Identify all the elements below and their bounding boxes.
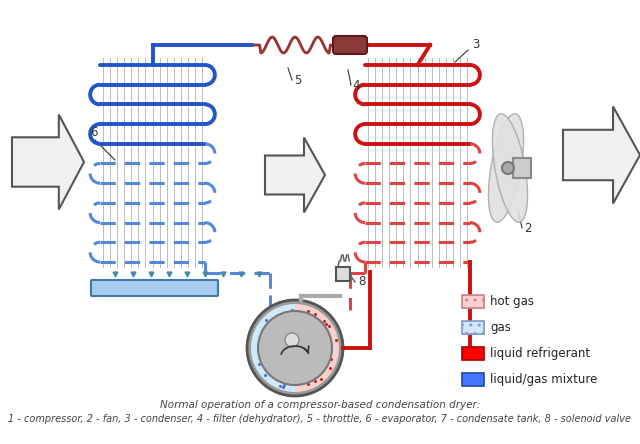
Text: liquid/gas mixture: liquid/gas mixture — [490, 373, 597, 386]
Polygon shape — [265, 138, 325, 213]
Bar — [462, 321, 484, 334]
Polygon shape — [563, 107, 640, 203]
Bar — [513, 158, 531, 178]
Bar — [462, 373, 484, 386]
Wedge shape — [295, 304, 339, 392]
Bar — [462, 295, 484, 308]
Text: hot gas: hot gas — [490, 295, 534, 308]
Text: liquid refrigerant: liquid refrigerant — [490, 347, 590, 360]
Text: gas: gas — [490, 321, 511, 334]
Wedge shape — [251, 304, 295, 392]
Text: 8: 8 — [358, 275, 365, 288]
Text: Normal operation of a compressor-based condensation dryer:: Normal operation of a compressor-based c… — [160, 400, 480, 410]
Bar — [462, 295, 484, 308]
Text: 7: 7 — [160, 285, 168, 298]
FancyBboxPatch shape — [333, 36, 367, 54]
Ellipse shape — [492, 114, 527, 222]
Text: 1 - compressor, 2 - fan, 3 - condenser, 4 - filter (dehydrator), 5 - throttle, 6: 1 - compressor, 2 - fan, 3 - condenser, … — [8, 414, 632, 424]
Polygon shape — [12, 115, 84, 210]
Circle shape — [502, 162, 514, 174]
Text: 2: 2 — [524, 222, 531, 235]
Bar — [336, 267, 350, 281]
Text: 1: 1 — [326, 348, 333, 361]
Bar — [462, 347, 484, 360]
Ellipse shape — [488, 114, 524, 222]
FancyBboxPatch shape — [91, 280, 218, 296]
Text: 6: 6 — [90, 126, 97, 139]
Text: 4: 4 — [352, 79, 360, 92]
Circle shape — [258, 311, 332, 385]
Circle shape — [285, 333, 299, 347]
Circle shape — [247, 300, 343, 396]
Text: 3: 3 — [472, 38, 479, 51]
Bar — [462, 321, 484, 334]
Text: 5: 5 — [294, 74, 301, 87]
